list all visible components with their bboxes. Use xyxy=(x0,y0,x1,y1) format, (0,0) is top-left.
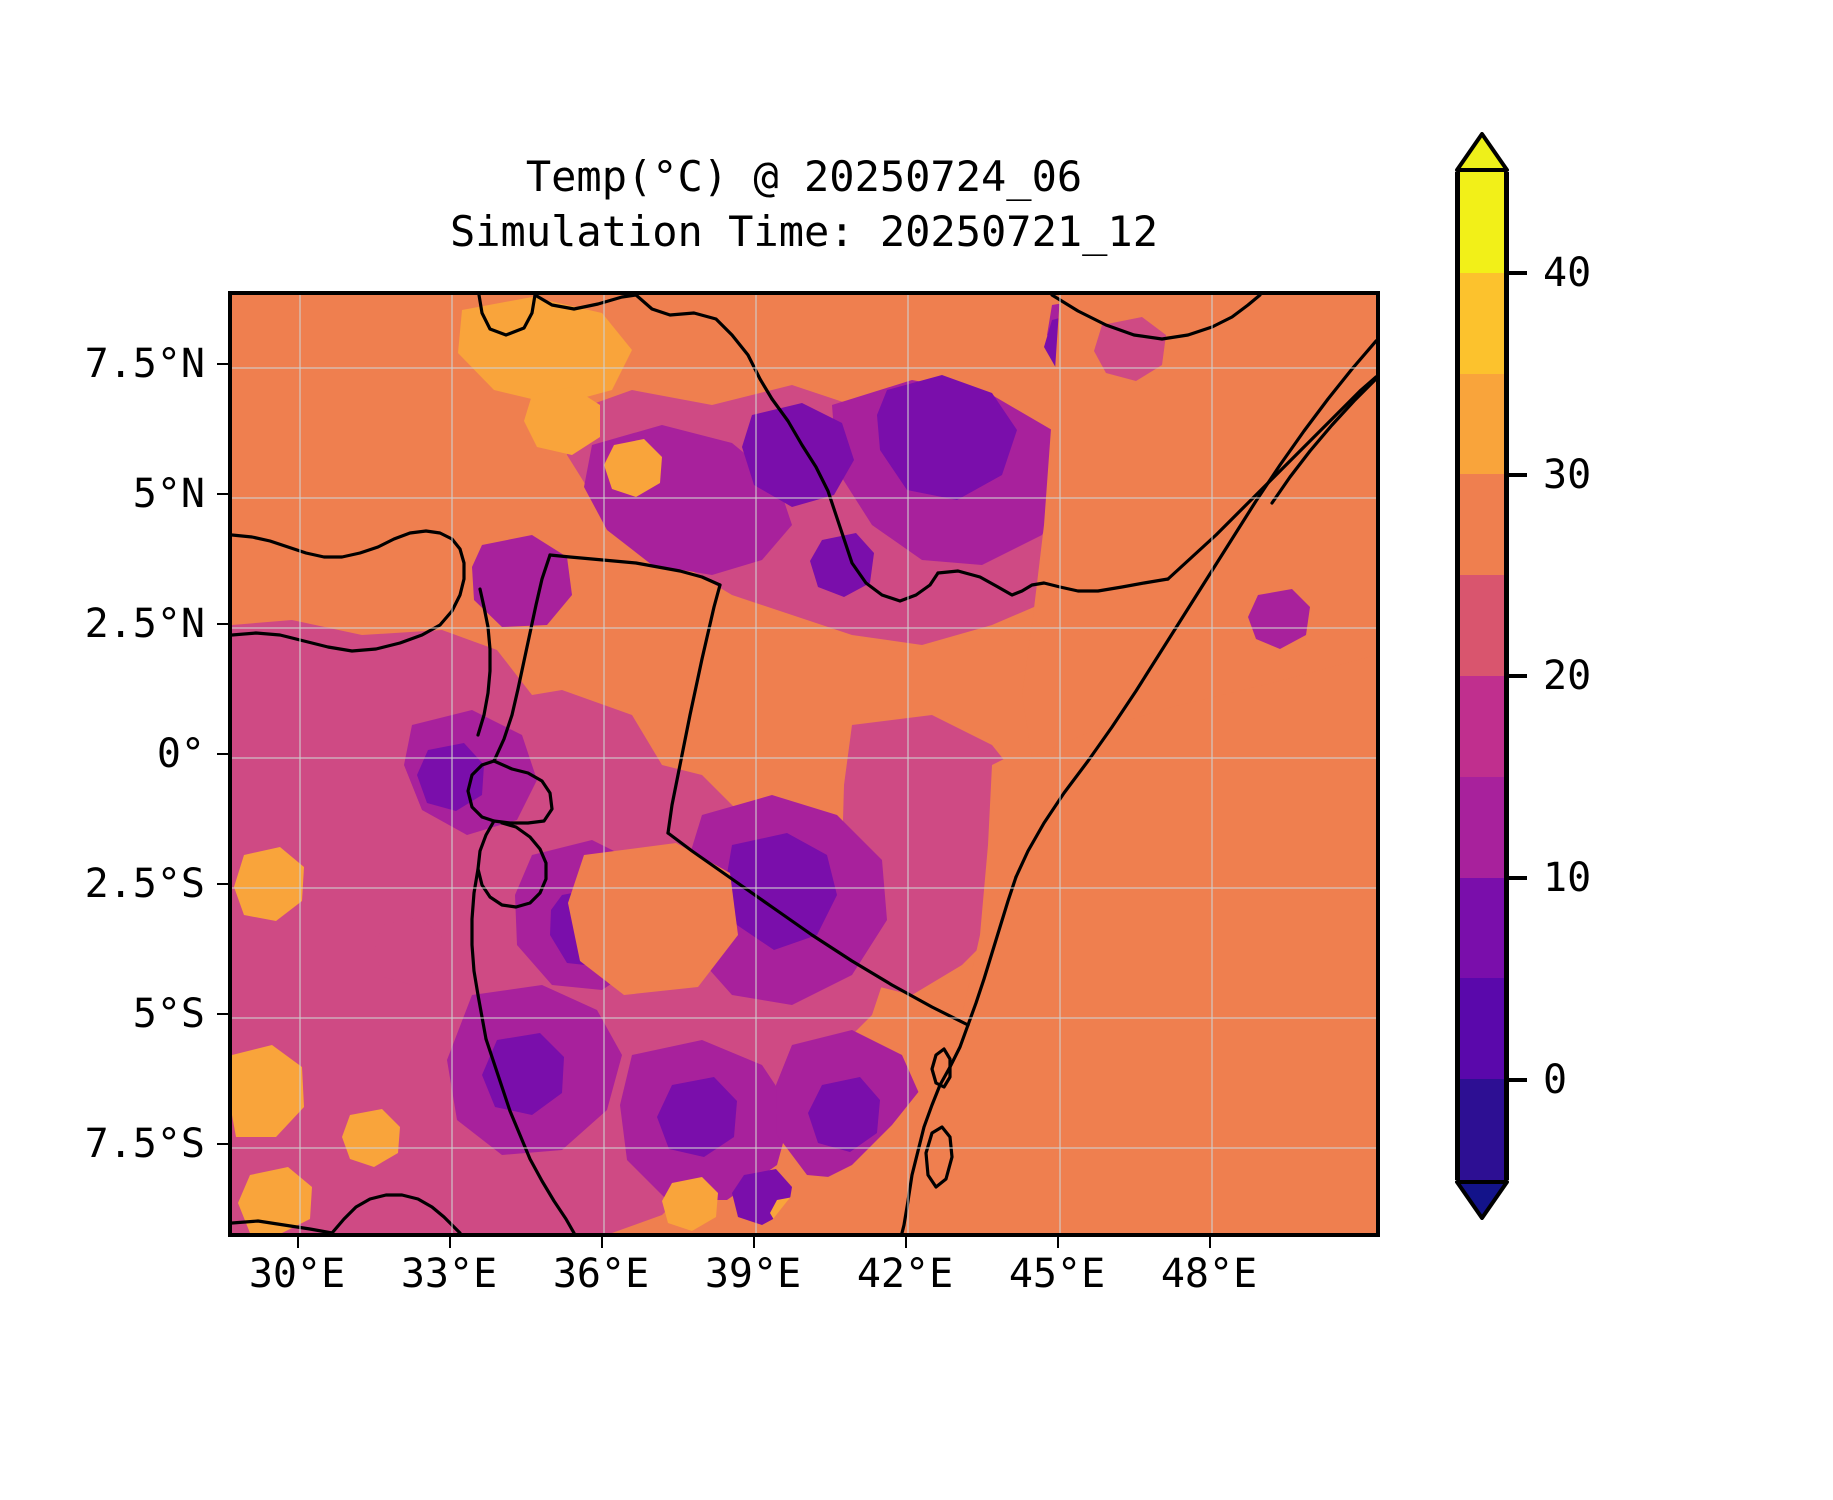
colorbar-outline xyxy=(1455,172,1509,1180)
colorbar-gradient xyxy=(1455,172,1509,1180)
colorbar-band-0-5 xyxy=(1455,978,1509,1080)
colorbar-tick-30 xyxy=(1509,473,1527,477)
y-tick xyxy=(217,363,228,365)
y-tick-label-0: 0° xyxy=(156,731,205,777)
colorbar-tick-0 xyxy=(1509,1078,1527,1082)
title-line-2: Simulation Time: 20250721_12 xyxy=(449,206,1158,256)
temperature-contour-field xyxy=(232,295,1376,1233)
gridline-horizontal xyxy=(232,887,1376,889)
y-tick xyxy=(217,623,228,625)
colorbar-band-25-30 xyxy=(1455,474,1509,576)
colorbar-label-40: 40 xyxy=(1543,250,1592,296)
y-tick xyxy=(217,493,228,495)
gridline-vertical xyxy=(451,295,453,1233)
x-tick-label-45e: 45°E xyxy=(1008,1251,1106,1297)
colorbar-tick-40 xyxy=(1509,271,1527,275)
colorbar[interactable]: 40 30 20 10 0 xyxy=(1455,132,1591,1220)
gridline-vertical xyxy=(603,295,605,1233)
x-tick xyxy=(753,1237,755,1248)
colorbar-band-5-10 xyxy=(1455,877,1509,979)
colorbar-band-35-40 xyxy=(1455,272,1509,374)
colorbar-label-20: 20 xyxy=(1543,653,1592,699)
x-tick-label-33e: 33°E xyxy=(400,1251,498,1297)
colorbar-band-20-25 xyxy=(1455,575,1509,676)
y-tick xyxy=(217,1013,228,1015)
colorbar-label-30: 30 xyxy=(1543,452,1592,498)
gridline-vertical xyxy=(1211,295,1213,1233)
y-tick-label-7-5n: 7.5°N xyxy=(84,341,205,387)
gridline-vertical xyxy=(1059,295,1061,1233)
map-plot-area xyxy=(232,295,1376,1233)
colorbar-band-15-20 xyxy=(1455,676,1509,777)
x-tick-label-48e: 48°E xyxy=(1160,1251,1258,1297)
colorbar-tick-10 xyxy=(1509,876,1527,880)
map-axes xyxy=(228,291,1380,1237)
x-tick xyxy=(601,1237,603,1248)
gridline-horizontal xyxy=(232,627,1376,629)
x-tick xyxy=(1057,1237,1059,1248)
y-tick-label-2-5s: 2.5°S xyxy=(84,861,205,907)
y-tick xyxy=(217,1143,228,1145)
colorbar-tick-20 xyxy=(1509,674,1527,678)
colorbar-band-30-35 xyxy=(1455,373,1509,475)
colorbar-under-arrow xyxy=(1455,1180,1509,1220)
x-tick xyxy=(1209,1237,1211,1248)
y-tick-label-7-5s: 7.5°S xyxy=(84,1121,205,1167)
gridline-vertical xyxy=(755,295,757,1233)
colorbar-band-m5-0 xyxy=(1455,1079,1509,1180)
y-tick-label-5s: 5°S xyxy=(132,991,205,1037)
gridline-vertical xyxy=(299,295,301,1233)
colorbar-label-0: 0 xyxy=(1543,1057,1568,1103)
gridline-horizontal xyxy=(232,1017,1376,1019)
x-tick xyxy=(297,1237,299,1248)
gridline-vertical xyxy=(907,295,909,1233)
y-tick-label-5n: 5°N xyxy=(132,471,205,517)
x-tick xyxy=(449,1237,451,1248)
x-tick-label-42e: 42°E xyxy=(856,1251,954,1297)
gridline-horizontal xyxy=(232,757,1376,759)
x-tick-label-36e: 36°E xyxy=(552,1251,650,1297)
y-tick xyxy=(217,883,228,885)
colorbar-band-40-45 xyxy=(1455,172,1509,273)
colorbar-band-10-15 xyxy=(1455,776,1509,878)
figure-title: Temp(°C) @ 20250724_06 Simulation Time: 2… xyxy=(228,150,1380,259)
title-line-1: Temp(°C) @ 20250724_06 xyxy=(525,152,1083,201)
x-tick xyxy=(905,1237,907,1248)
y-tick-label-2-5n: 2.5°N xyxy=(84,601,205,647)
y-tick xyxy=(217,753,228,755)
gridline-horizontal xyxy=(232,1147,1376,1149)
gridline-horizontal xyxy=(232,367,1376,369)
x-tick-label-39e: 39°E xyxy=(704,1251,802,1297)
x-tick-label-30e: 30°E xyxy=(248,1251,346,1297)
colorbar-over-arrow xyxy=(1455,132,1509,172)
colorbar-label-10: 10 xyxy=(1543,855,1592,901)
gridline-horizontal xyxy=(232,497,1376,499)
